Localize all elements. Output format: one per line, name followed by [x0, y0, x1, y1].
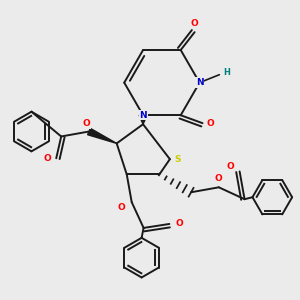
Text: O: O — [44, 154, 51, 163]
Text: H: H — [223, 68, 230, 77]
Text: N: N — [139, 111, 147, 120]
Polygon shape — [88, 128, 117, 143]
Text: O: O — [82, 119, 90, 128]
Text: O: O — [227, 162, 235, 171]
Text: O: O — [215, 174, 223, 183]
Text: O: O — [118, 202, 126, 211]
Polygon shape — [139, 115, 147, 124]
Text: S: S — [175, 155, 181, 164]
Text: O: O — [191, 19, 199, 28]
Text: O: O — [176, 220, 183, 229]
Text: O: O — [207, 119, 214, 128]
Text: N: N — [196, 78, 203, 87]
